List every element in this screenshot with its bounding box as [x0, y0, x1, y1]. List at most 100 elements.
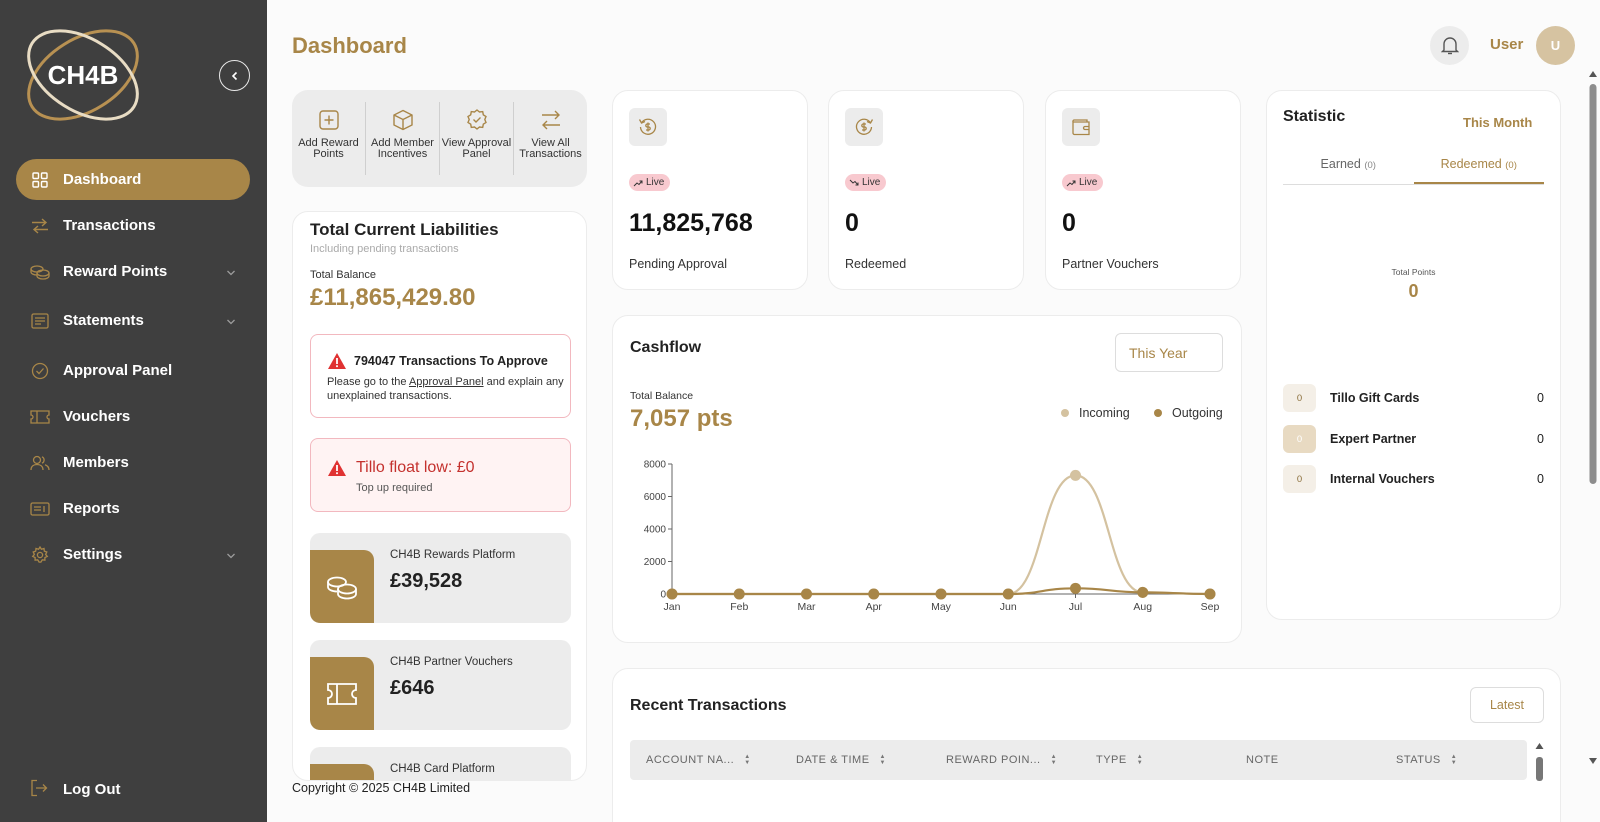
add-member-incentives-button[interactable]: Add Member Incentives [366, 102, 440, 175]
approval-panel-link[interactable]: Approval Panel [408, 376, 484, 388]
balance-card-rewards[interactable]: CH4B Rewards Platform £39,528 [310, 533, 571, 623]
balance-card-partner-vouchers[interactable]: CH4B Partner Vouchers £646 [310, 640, 571, 730]
legend-incoming[interactable]: Incoming [1061, 406, 1130, 420]
x-tick-label: Mar [797, 601, 816, 613]
column-account-name[interactable]: ACCOUNT NA... ▲ ▼ [646, 754, 751, 766]
table-scrollbar[interactable] [1535, 741, 1544, 781]
stat-row-name: Internal Vouchers [1330, 472, 1435, 486]
sidebar-item-approval-panel[interactable]: Approval Panel [16, 350, 250, 391]
logout-icon [30, 779, 50, 799]
liabilities-panel: Total Current Liabilities Including pend… [292, 211, 587, 781]
notifications-button[interactable] [1430, 26, 1469, 65]
statistic-period-select[interactable]: This Month [1463, 115, 1533, 130]
chevron-down-icon [226, 264, 236, 281]
x-tick-label: Sep [1201, 601, 1220, 613]
view-all-transactions-button[interactable]: View All Transactions [514, 102, 587, 175]
sidebar-item-dashboard[interactable]: Dashboard [16, 159, 250, 200]
warning-icon [328, 353, 346, 369]
collapse-sidebar-button[interactable] [219, 60, 250, 91]
chevron-down-icon [226, 313, 236, 330]
view-approval-panel-button[interactable]: View Approval Panel [440, 102, 514, 175]
recent-transactions-title: Recent Transactions [630, 697, 787, 714]
avatar[interactable]: U [1536, 26, 1575, 65]
series-line-incoming [672, 474, 1211, 596]
sidebar-item-vouchers[interactable]: Vouchers [16, 396, 250, 437]
stat-card-partner-vouchers[interactable]: Live 0 Partner Vouchers [1045, 90, 1241, 290]
coins-icon [310, 550, 374, 623]
ticket-icon [310, 657, 374, 730]
y-tick-label: 4000 [644, 525, 667, 536]
qa-label: View All Transactions [519, 137, 582, 160]
balance-card-value: £39,528 [390, 570, 463, 592]
column-status[interactable]: STATUS ▲ ▼ [1396, 754, 1458, 766]
y-tick-label: 6000 [644, 492, 667, 503]
logo-text: CH4B [48, 60, 119, 90]
x-tick-label: May [931, 601, 952, 613]
stat-row-tillo: 0 Tillo Gift Cards 0 [1283, 384, 1544, 412]
y-tick-label: 8000 [644, 460, 667, 471]
sidebar-item-reward-points[interactable]: Reward Points [16, 251, 250, 292]
legend-outgoing[interactable]: Outgoing [1154, 406, 1223, 420]
data-point-outgoing [1070, 582, 1081, 594]
total-points-value: 0 [1408, 281, 1419, 301]
statistic-tabs: Earned (0) Redeemed (0) [1283, 147, 1544, 185]
tab-redeemed[interactable]: Redeemed (0) [1413, 147, 1544, 184]
receipt-icon [30, 311, 50, 331]
sidebar-item-label: Settings [63, 546, 123, 563]
recent-sort-select[interactable]: Latest [1470, 687, 1544, 723]
chevron-left-icon [231, 71, 237, 80]
recent-transactions-panel: Recent Transactions Latest ACCOUNT NA...… [612, 668, 1561, 822]
logout-button[interactable]: Log Out [30, 779, 120, 799]
tillo-float-title: Tillo float low: £0 [356, 459, 475, 476]
cashflow-period-select[interactable]: This Year [1115, 333, 1223, 372]
statistic-title: Statistic [1283, 108, 1346, 125]
column-date-time[interactable]: DATE & TIME ▲ ▼ [796, 754, 886, 766]
data-point-incoming [1070, 469, 1081, 481]
sidebar-item-reports[interactable]: Reports [16, 488, 250, 529]
arrows-swap-icon [30, 216, 50, 236]
legend-swatch [1154, 409, 1162, 417]
coins-icon [30, 262, 50, 282]
column-reward-points[interactable]: REWARD POIN... ▲ ▼ [946, 754, 1058, 766]
sidebar-item-members[interactable]: Members [16, 442, 250, 483]
liabilities-title: Total Current Liabilities [310, 220, 499, 239]
stat-card-value: 11,825,768 [629, 209, 753, 237]
sidebar-item-transactions[interactable]: Transactions [16, 205, 250, 246]
stat-row-value: 0 [1537, 472, 1544, 486]
sidebar-item-settings[interactable]: Settings [16, 534, 250, 575]
bell-icon [1440, 37, 1459, 55]
cashflow-total-value: 7,057 pts [630, 405, 733, 432]
qa-label: Add Member Incentives [371, 137, 434, 160]
ch4b-logo[interactable]: CH4B [20, 22, 146, 128]
stat-card-label: Pending Approval [629, 257, 727, 271]
grid-icon [30, 170, 50, 190]
tab-earned[interactable]: Earned (0) [1320, 157, 1376, 171]
liabilities-subtitle: Including pending transactions [310, 243, 459, 255]
approve-alert-title: 794047 Transactions To Approve [354, 354, 548, 368]
total-balance-label: Total Balance [310, 269, 377, 281]
plus-square-icon [318, 110, 339, 130]
refresh-dollar-icon [629, 108, 667, 146]
cashflow-panel: Cashflow This Year Total Balance 7,057 p… [612, 315, 1242, 643]
legend-swatch [1061, 409, 1069, 417]
statistic-panel: Statistic This Month Earned (0) Redeemed… [1266, 90, 1561, 620]
stat-row-pill: 0 [1283, 465, 1316, 493]
stat-row-expert-partner: 0 Expert Partner 0 [1283, 425, 1544, 453]
stat-row-internal-vouchers: 0 Internal Vouchers 0 [1283, 465, 1544, 493]
gear-icon [30, 545, 50, 565]
chevron-down-icon [226, 547, 236, 564]
stat-card-pending-approval[interactable]: Live 11,825,768 Pending Approval [612, 90, 808, 290]
sidebar-item-statements[interactable]: Statements [16, 300, 250, 341]
balance-card-card-platform[interactable]: CH4B Card Platform [310, 747, 571, 780]
tillo-float-sub: Top up required [356, 482, 433, 494]
sidebar-item-label: Approval Panel [63, 362, 173, 379]
sort-icon: ▲ ▼ [1136, 754, 1144, 766]
data-point-outgoing [1204, 588, 1216, 600]
add-reward-points-button[interactable]: Add Reward Points [292, 102, 366, 175]
user-name[interactable]: User [1490, 36, 1524, 53]
tillo-float-alert: Tillo float low: £0 Top up required [310, 438, 571, 512]
trend-down-icon [849, 179, 859, 185]
page-scrollbar[interactable] [1588, 68, 1598, 768]
column-type[interactable]: TYPE ▲ ▼ [1096, 754, 1144, 766]
stat-card-redeemed[interactable]: Live 0 Redeemed [828, 90, 1024, 290]
